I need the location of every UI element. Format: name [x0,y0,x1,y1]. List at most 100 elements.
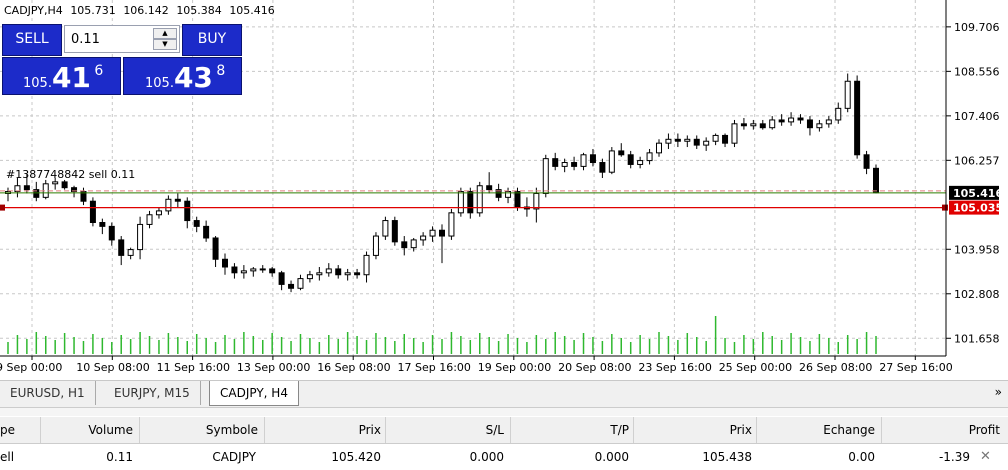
time-tick-label: 25 Sep 00:00 [719,361,792,374]
tab-eurjpy-m15[interactable]: EURJPY, M15 [104,381,201,405]
sell-price: 105.41 6 [23,61,103,94]
order-price-tag: 105.035 [953,202,1003,215]
sell-price-prefix: 105. [23,76,52,91]
candle-bull [297,278,304,289]
candle-bull [769,119,776,129]
candle-bull [533,192,540,210]
price-tick-label: 107.406 [954,110,1000,123]
col-symbol[interactable]: Symbole [140,417,265,443]
price-tick-label: 101.658 [954,332,1000,345]
close-position-icon[interactable]: ✕ [980,449,991,464]
candle-bull [420,235,427,241]
candle-bull [250,268,257,272]
candle-bull [363,254,370,276]
sell-price-main: 41 [51,61,91,94]
candle-bull [788,117,795,123]
sell-button[interactable]: SELL [2,24,62,56]
candle-bull [137,223,144,251]
time-tick-label: 10 Sep 08:00 [76,361,149,374]
time-tick-label: 9 Sep 00:00 [0,361,62,374]
col-sl[interactable]: S/L [386,417,511,443]
candle-bear [71,187,78,193]
candle-bear [627,154,634,165]
trades-table-header: pe Volume Symbole Prix S/L T/P Prix Echa… [0,417,1008,444]
time-tick-label: 19 Sep 00:00 [478,361,551,374]
candle-bear [231,266,238,274]
time-tick-label: 23 Sep 16:00 [638,361,711,374]
candle-bull [382,220,389,237]
price-tags: 105.416 105.035 [949,185,1003,215]
buy-button[interactable]: BUY [182,24,242,56]
row-type: ell [0,450,15,464]
tab-eurusd-h1[interactable]: EURUSD, H1 [0,381,96,405]
chart-low: 105.384 [176,4,222,17]
order-line-marker-right [942,204,948,211]
candle-bear [99,222,106,227]
col-swap[interactable]: Echange [757,417,882,443]
buy-price: 105.43 8 [145,61,225,94]
col-tp[interactable]: T/P [511,417,634,443]
row-current-price: 105.438 [702,450,752,464]
candle-bear [61,181,68,189]
candle-bull [146,214,153,225]
col-sl-label: S/L [485,423,504,437]
candle-bull [561,162,568,167]
candle-bull [316,272,323,276]
candle-bear [599,162,606,173]
candle-bull [835,107,842,121]
candle-bear [23,185,30,191]
candle-bull [656,142,662,154]
buy-price-prefix: 105. [145,76,174,91]
candle-bear [467,191,474,214]
candle-bear [269,268,276,274]
lot-size-input[interactable] [69,31,153,48]
col-profit-label: Profit [968,423,1000,437]
chart-open: 105.731 [70,4,116,17]
candle-bear [288,283,295,289]
candle-bear [439,229,445,237]
table-row[interactable]: ell 0.11 CADJPY 105.420 0.000 0.000 105.… [0,444,1008,470]
candle-bear [89,200,96,223]
bid-price-tag: 105.416 [953,187,1003,200]
chart-close: 105.416 [229,4,275,17]
col-volume[interactable]: Volume [41,417,140,443]
col-current-price-label: Prix [729,423,752,437]
candle-bear [863,154,870,169]
col-profit[interactable]: Profit [882,417,1000,443]
candle-bull [240,270,247,274]
candle-bull [14,185,21,193]
candle-bear [335,268,342,276]
candle-bear [740,123,747,127]
candle-bull [703,140,710,146]
col-current-price[interactable]: Prix [634,417,757,443]
time-tick-label: 26 Sep 08:00 [799,361,872,374]
col-price[interactable]: Prix [265,417,386,443]
col-tp-label: T/P [610,423,629,437]
col-symbol-label: Symbole [205,423,258,437]
buy-price-button[interactable]: 105.43 8 [123,57,242,95]
candle-bear [212,237,219,260]
time-tick-label: 20 Sep 08:00 [558,361,631,374]
order-line-marker-left [0,204,5,211]
tab-cadjpy-h4[interactable]: CADJPY, H4 [209,381,299,406]
lot-increase-button[interactable]: ▲ [153,28,177,39]
lot-size-field[interactable]: ▲ ▼ [64,25,180,53]
tab-scroll-right-icon[interactable]: » [994,385,1002,399]
row-open-price: 105.420 [331,450,381,464]
candle-bull [542,158,549,194]
candle-bull [712,134,719,142]
sell-price-button[interactable]: 105.41 6 [2,57,121,95]
chart-tab-bar: EURUSD, H1 EURJPY, M15 CADJPY, H4 » [0,380,1008,407]
col-type[interactable]: pe [0,417,41,443]
row-tp: 0.000 [594,450,629,464]
col-volume-label: Volume [88,423,133,437]
candle-bull [505,191,512,198]
candle-bear [618,150,625,156]
lot-decrease-button[interactable]: ▼ [153,39,177,50]
candle-bear [354,272,361,276]
bid-price-tag-bg [949,185,999,200]
col-price-label: Prix [358,423,381,437]
candle-bear [184,200,191,222]
row-profit: -1.39 [938,450,970,464]
terminal-splitter[interactable] [0,407,1008,416]
